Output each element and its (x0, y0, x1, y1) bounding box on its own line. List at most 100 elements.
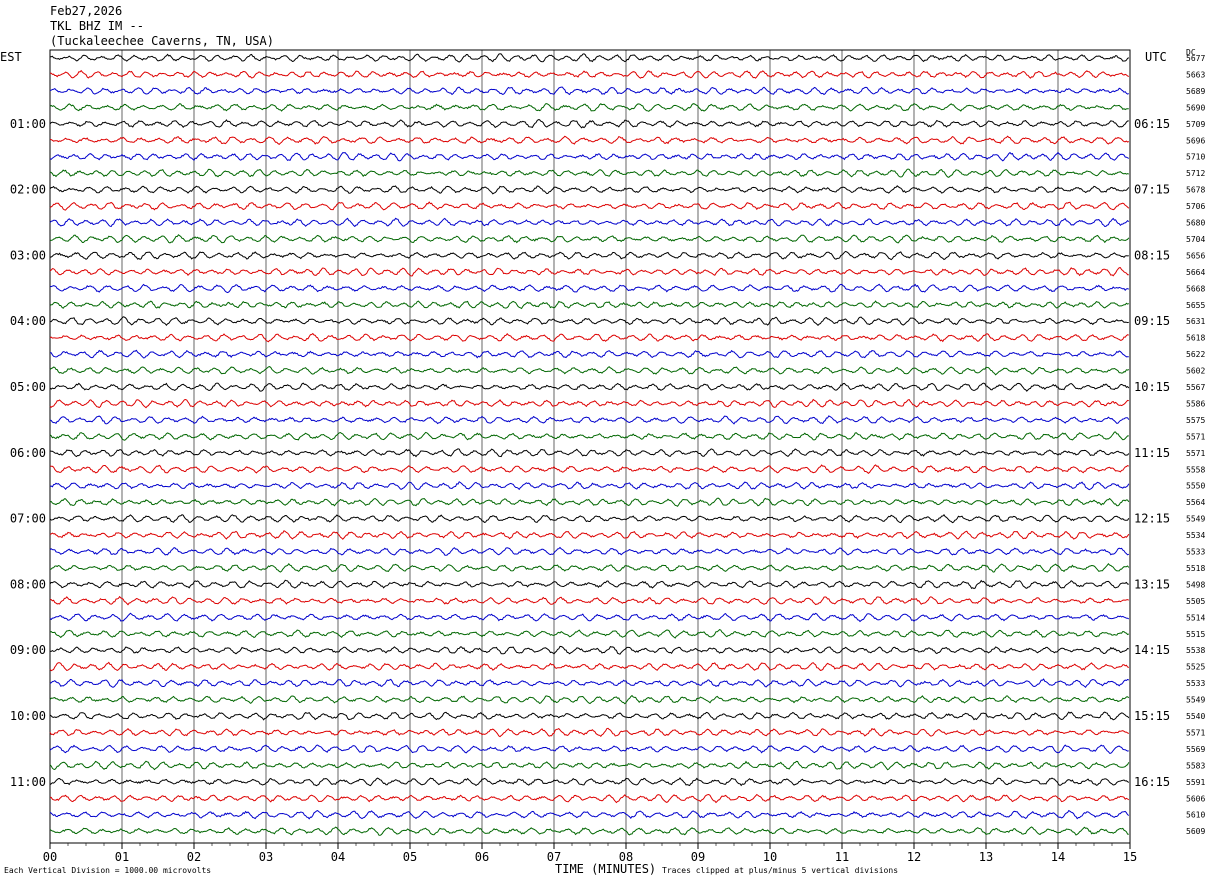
dc-offset-label: 5622 (1186, 350, 1205, 359)
seismic-trace (49, 102, 1129, 112)
right-timezone-label: UTC (1145, 50, 1167, 64)
dc-offset-label: 5571 (1186, 728, 1205, 737)
x-tick-label: 04 (331, 850, 345, 864)
seismic-trace (49, 645, 1129, 655)
dc-offset-label: 5712 (1186, 169, 1205, 178)
dc-offset-label: 5606 (1186, 794, 1205, 803)
right-hour-label: 12:15 (1134, 512, 1170, 526)
left-hour-label: 01:00 (10, 117, 46, 131)
right-hour-label: 07:15 (1134, 183, 1170, 197)
dc-offset-label: 5668 (1186, 284, 1205, 293)
seismic-trace (49, 217, 1130, 228)
seismic-trace (49, 234, 1130, 244)
dc-offset-label: 5571 (1186, 432, 1205, 441)
seismic-trace (50, 349, 1129, 359)
dc-offset-label: 5664 (1186, 268, 1205, 277)
seismic-trace (49, 300, 1129, 310)
x-tick-label: 12 (907, 850, 921, 864)
dc-offset-label: 5583 (1186, 761, 1205, 770)
seismic-trace (49, 151, 1130, 162)
right-hour-label: 10:15 (1134, 380, 1170, 394)
station-code: TKL BHZ IM -- (50, 19, 144, 33)
dc-offset-label: 5709 (1186, 120, 1205, 129)
left-hour-label: 06:00 (10, 446, 46, 460)
dc-offset-label: 5618 (1186, 334, 1205, 343)
seismic-trace (49, 398, 1129, 409)
dc-offset-label: 5678 (1186, 186, 1205, 195)
left-hour-label: 03:00 (10, 248, 46, 262)
right-hour-label: 16:15 (1134, 775, 1170, 789)
plot-frame (49, 49, 1131, 844)
seismic-trace (49, 711, 1130, 721)
x-tick-label: 08 (619, 850, 633, 864)
left-hour-label: 04:00 (10, 314, 46, 328)
seismic-trace (49, 727, 1130, 738)
x-axis-title: TIME (MINUTES) (555, 862, 657, 876)
seismic-trace (49, 332, 1129, 343)
seismic-trace (49, 69, 1129, 79)
seismic-trace (49, 415, 1130, 425)
seismic-trace (49, 809, 1130, 820)
right-hour-label: 15:15 (1134, 709, 1170, 723)
dc-offset-label: 5515 (1186, 630, 1205, 639)
dc-offset-label: 5680 (1186, 219, 1205, 228)
seismic-trace (49, 119, 1129, 129)
left-hour-label: 08:00 (10, 577, 46, 591)
seismic-trace (49, 514, 1130, 524)
dc-header: DC (1186, 48, 1196, 57)
seismic-trace (49, 661, 1129, 672)
seismic-trace (49, 777, 1130, 787)
dc-offset-label: 5505 (1186, 597, 1205, 606)
dc-offset-label: 5610 (1186, 811, 1205, 820)
x-tick-label: 14 (1051, 850, 1065, 864)
dc-offset-label: 5575 (1186, 416, 1205, 425)
dc-offset-label: 5558 (1186, 465, 1205, 474)
dc-offset-label: 5663 (1186, 70, 1205, 79)
dc-offset-label: 5690 (1186, 103, 1205, 112)
seismic-trace (49, 760, 1130, 771)
seismic-trace (49, 431, 1129, 441)
x-tick-label: 13 (979, 850, 993, 864)
dc-offset-label: 5571 (1186, 449, 1205, 458)
seismic-trace (49, 283, 1130, 294)
seismic-trace (49, 168, 1129, 178)
x-tick-label: 07 (547, 850, 561, 864)
dc-offset-label: 5586 (1186, 399, 1205, 408)
dc-offset-label: 5656 (1186, 251, 1205, 260)
dc-offset-label: 5631 (1186, 317, 1205, 326)
seismic-trace (49, 448, 1130, 458)
seismic-trace (49, 366, 1130, 376)
dc-offset-label: 5549 (1186, 696, 1205, 705)
x-tick-label: 10 (763, 850, 777, 864)
seismic-trace (49, 185, 1130, 195)
dc-offset-label: 5533 (1186, 679, 1205, 688)
dc-offset-label: 5518 (1186, 564, 1205, 573)
dc-offset-label: 5564 (1186, 498, 1205, 507)
right-hour-label: 13:15 (1134, 577, 1170, 591)
seismic-trace (49, 678, 1129, 689)
dc-offset-label: 5550 (1186, 482, 1205, 491)
x-tick-label: 09 (691, 850, 705, 864)
seismic-trace (49, 595, 1130, 606)
dc-offset-label: 5591 (1186, 778, 1205, 787)
plot-date: Feb27,2026 (50, 4, 123, 18)
x-tick-label: 02 (187, 850, 201, 864)
dc-offset-label: 5525 (1186, 663, 1205, 672)
dc-offset-label: 5538 (1186, 646, 1205, 655)
seismic-trace (49, 744, 1129, 754)
dc-offset-label: 5534 (1186, 531, 1205, 540)
dc-offset-label: 5567 (1186, 383, 1205, 392)
x-tick-label: 05 (403, 850, 417, 864)
seismic-trace (49, 464, 1130, 474)
right-hour-label: 11:15 (1134, 446, 1170, 460)
seismic-trace (49, 563, 1130, 573)
x-tick-label: 01 (115, 850, 129, 864)
x-tick-label: 03 (259, 850, 273, 864)
seismic-trace (49, 546, 1130, 556)
clip-note: Traces clipped at plus/minus 5 vertical … (662, 866, 899, 875)
right-hour-label: 08:15 (1134, 248, 1170, 262)
dc-offset-label: 5689 (1186, 87, 1205, 96)
seismic-trace (49, 530, 1130, 540)
seismic-trace (49, 382, 1130, 392)
